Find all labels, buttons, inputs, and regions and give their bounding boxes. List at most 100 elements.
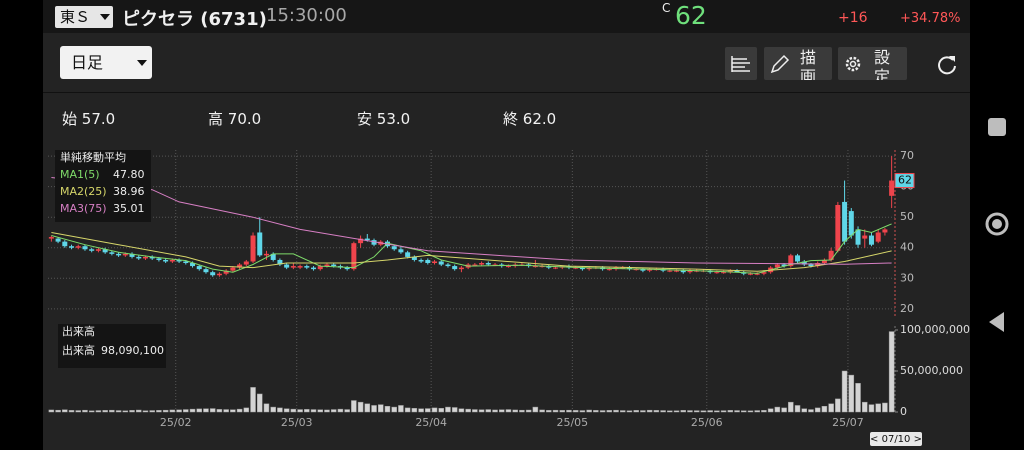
- candle-body: [492, 264, 498, 266]
- legend-name: MA3(75): [60, 202, 107, 215]
- volume-bar: [828, 403, 834, 413]
- legend-box: [55, 150, 151, 222]
- candle-body: [176, 259, 182, 262]
- high-summary: 高 70.0: [208, 108, 261, 129]
- candle-body: [795, 255, 801, 262]
- summary-value: 62.0: [522, 110, 557, 128]
- indicator-icon: [731, 56, 750, 72]
- volume-bar: [693, 410, 700, 413]
- candle-body: [680, 270, 686, 273]
- volume-bar: [519, 409, 525, 413]
- candle-body: [230, 267, 236, 271]
- volume-bar: [512, 409, 518, 413]
- volume-bar: [176, 409, 182, 413]
- volume-bar: [734, 410, 740, 413]
- volume-bar: [223, 409, 229, 413]
- period-selector[interactable]: 日足: [60, 46, 152, 79]
- volume-bar: [808, 409, 814, 413]
- volume-bar: [707, 410, 713, 413]
- moving-average-line: [51, 177, 892, 265]
- refresh-button[interactable]: [935, 52, 959, 76]
- candle-body: [418, 259, 424, 262]
- volume-bar: [646, 409, 653, 413]
- candle-body: [774, 264, 780, 268]
- volume-bar: [378, 404, 384, 413]
- candle-body: [290, 266, 296, 268]
- market-selector[interactable]: 東Ｓ: [55, 6, 113, 28]
- nav-recent[interactable]: [988, 118, 1006, 136]
- volume-bar: [593, 410, 599, 413]
- x-tick-label: 25/06: [691, 416, 723, 429]
- volume-bar: [720, 410, 727, 413]
- top-bar: [43, 0, 970, 33]
- close-summary: 終 62.0: [503, 108, 556, 129]
- volume-bar: [149, 410, 155, 413]
- candle-body: [855, 229, 861, 245]
- volume-bar: [445, 406, 451, 413]
- summary-label: 高: [208, 110, 224, 128]
- summary-value: 53.0: [376, 110, 411, 128]
- legend-value: 98,090,100: [101, 344, 164, 357]
- volume-bar: [189, 408, 196, 413]
- y-tick-label: 0: [900, 405, 907, 418]
- volume-bar: [209, 408, 216, 413]
- candle-body: [573, 267, 579, 269]
- nav-home[interactable]: [985, 212, 1009, 236]
- volume-bar: [364, 403, 371, 413]
- volume-bar: [270, 406, 276, 413]
- price-change: +16: [838, 10, 868, 26]
- volume-bar: [68, 410, 75, 413]
- candle-body: [405, 252, 411, 257]
- candle-body: [250, 235, 256, 262]
- y-tick-label: 40: [900, 241, 914, 254]
- candle-body: [882, 229, 888, 233]
- volume-bar: [875, 403, 881, 413]
- volume-bar: [277, 407, 283, 413]
- grid: [48, 150, 895, 414]
- volume-bar: [236, 408, 243, 413]
- period-text: 日足: [71, 53, 104, 72]
- legend-value: 38.96: [113, 185, 145, 198]
- volume-bar: [781, 407, 787, 413]
- candle-body: [237, 264, 243, 268]
- candle-body: [129, 253, 135, 257]
- candle-body: [721, 272, 727, 274]
- volume-bar: [633, 410, 639, 413]
- volume-bar: [801, 408, 807, 413]
- draw-button[interactable]: 描画: [764, 47, 832, 80]
- candle-body: [458, 267, 464, 270]
- volume-bar: [82, 409, 88, 413]
- volume-bar: [411, 408, 418, 413]
- candle-body: [808, 264, 814, 267]
- price-tag-box: [894, 173, 915, 189]
- volume-bar: [425, 408, 431, 413]
- x-tick-label: 25/07: [832, 416, 864, 429]
- volume-bar: [115, 410, 122, 413]
- volume-bar: [673, 410, 680, 413]
- volume-bar: [599, 410, 606, 413]
- candle-body: [109, 252, 115, 254]
- volume-bar: [357, 401, 364, 413]
- volume-bar: [283, 408, 290, 413]
- settings-button[interactable]: 設定: [838, 47, 907, 80]
- volume-bar: [129, 410, 135, 413]
- indicator-button[interactable]: [725, 47, 757, 80]
- candle-body: [277, 259, 283, 265]
- volume-bar: [88, 410, 95, 413]
- candle-body: [183, 261, 189, 264]
- candle-body: [539, 266, 545, 268]
- volume-bar: [566, 409, 572, 413]
- volume-bar: [102, 410, 108, 413]
- candle-body: [835, 204, 841, 251]
- candle-body: [371, 240, 377, 245]
- legend-title: 単純移動平均: [60, 150, 126, 164]
- price-tag: 62: [898, 174, 912, 187]
- nav-back[interactable]: [989, 312, 1004, 332]
- volume-bar: [741, 410, 747, 413]
- candle-body: [781, 264, 787, 267]
- quote-time: 15:30:00: [266, 5, 347, 26]
- volume-bar: [855, 383, 861, 413]
- candle-body: [223, 270, 229, 274]
- volume-bar: [156, 410, 162, 413]
